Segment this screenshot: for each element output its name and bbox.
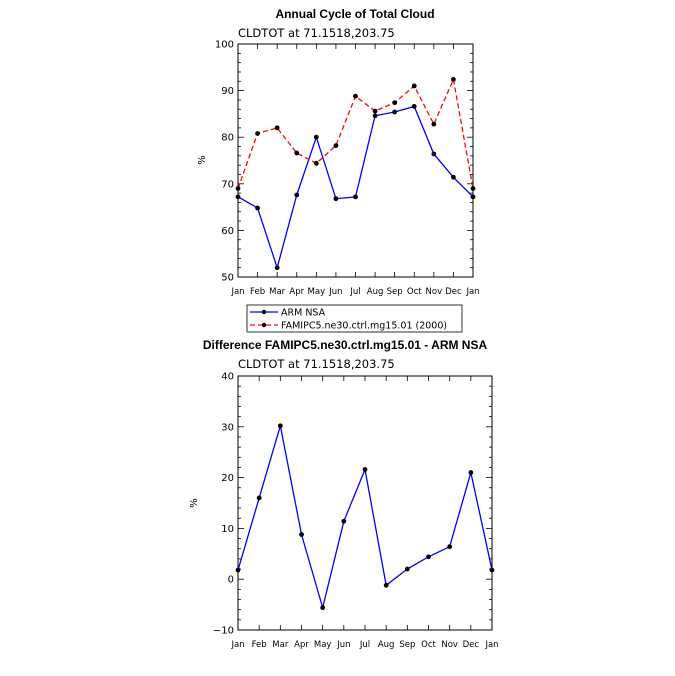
series-1-point <box>333 143 339 148</box>
legend-marker-arm-nsa <box>261 309 267 315</box>
x-tick-label: Jan <box>230 287 244 297</box>
series-0-point <box>235 194 241 200</box>
y-tick-label: 40 <box>221 372 234 383</box>
y-tick-label: −10 <box>213 626 234 637</box>
legend-label-arm-nsa: ARM NSA <box>281 308 326 319</box>
series-0-point <box>353 194 358 200</box>
series-0-point <box>470 194 476 200</box>
series-1-point <box>392 100 398 106</box>
y-tick-label: 30 <box>221 422 234 433</box>
x-tick-label: Oct <box>407 287 422 297</box>
x-tick-label: Jun <box>336 640 350 650</box>
series-0-point <box>404 566 410 572</box>
x-tick-label: Aug <box>367 287 384 297</box>
series-0-point <box>341 518 347 524</box>
chart-title: Annual Cycle of Total Cloud <box>275 7 434 21</box>
legend-label-famipc5: FAMIPC5.ne30.ctrl.mg15.01 (2000) <box>281 321 447 332</box>
x-tick-label: Sep <box>387 287 403 297</box>
series-1-point <box>274 125 280 131</box>
series-0-point <box>447 544 453 550</box>
series-0-point <box>372 113 378 119</box>
series-0-point <box>489 567 495 573</box>
series-1-point <box>470 186 476 191</box>
series-0-point <box>451 174 456 180</box>
series-0-point <box>468 470 474 475</box>
x-tick-label: Sep <box>399 640 415 650</box>
x-tick-label: Feb <box>252 640 267 650</box>
y-tick-label: 90 <box>221 86 234 97</box>
series-0-point <box>362 467 368 472</box>
series-0-point <box>313 134 319 140</box>
chart-subtitle: CLDTOT at 71.1518,203.75 <box>238 26 395 40</box>
y-tick-label: 80 <box>221 133 234 144</box>
chart-subtitle: CLDTOT at 71.1518,203.75 <box>238 357 395 371</box>
x-tick-label: May <box>314 640 332 650</box>
series-0-point <box>299 532 304 537</box>
x-tick-label: Jan <box>230 640 244 650</box>
x-tick-label: Feb <box>250 287 265 297</box>
y-axis-label: % <box>189 498 200 508</box>
series-0-point <box>256 495 262 501</box>
y-tick-label: 10 <box>221 524 234 535</box>
series-1-point <box>235 186 241 191</box>
series-line-0 <box>237 105 474 270</box>
x-tick-label: Nov <box>441 640 458 650</box>
plot-frame <box>237 375 493 631</box>
series-1-point <box>451 77 456 82</box>
series-1-point <box>294 150 300 156</box>
y-tick-label: 70 <box>221 179 234 190</box>
series-1-point <box>431 121 437 127</box>
series-0-point <box>277 423 283 429</box>
y-axis-label: % <box>197 155 208 165</box>
series-0-point <box>274 265 280 271</box>
x-tick-label: Apr <box>294 640 309 650</box>
legend: ARM NSA FAMIPC5.ne30.ctrl.mg15.01 (2000) <box>246 304 463 333</box>
plot-frame <box>237 43 474 278</box>
x-tick-label: Jul <box>349 287 360 297</box>
x-tick-label: Jan <box>484 640 498 650</box>
series-0-point <box>294 192 300 198</box>
series-0-point <box>426 554 431 560</box>
x-tick-label: Mar <box>269 287 286 297</box>
series-0-point <box>333 196 339 202</box>
series-1-point <box>372 108 378 114</box>
series-1-point <box>255 131 260 136</box>
legend-box <box>246 304 463 333</box>
y-tick-label: 100 <box>215 40 234 51</box>
difference-chart: Difference FAMIPC5.ne30.ctrl.mg15.01 - A… <box>189 338 499 650</box>
series-0-point <box>320 605 326 611</box>
series-1-point <box>353 93 358 99</box>
x-tick-label: Aug <box>378 640 395 650</box>
series-0-point <box>235 567 241 573</box>
series-line-0 <box>237 425 493 611</box>
x-tick-label: Dec <box>463 640 480 650</box>
x-tick-label: May <box>308 287 326 297</box>
y-tick-label: 60 <box>221 226 234 237</box>
series-0-point <box>392 109 398 115</box>
x-tick-label: Jul <box>359 640 370 650</box>
x-tick-label: Oct <box>421 640 436 650</box>
x-tick-label: Apr <box>289 287 304 297</box>
series-0-point <box>383 582 389 588</box>
x-tick-label: Dec <box>445 287 462 297</box>
legend-marker-famipc5 <box>261 322 267 328</box>
series-1-point <box>313 160 319 166</box>
annual-cycle-chart: Annual Cycle of Total Cloud CLDTOT at 71… <box>197 7 480 297</box>
series-0-point <box>411 104 417 109</box>
x-tick-label: Nov <box>426 287 443 297</box>
x-tick-label: Jun <box>328 287 342 297</box>
x-tick-label: Mar <box>272 640 289 650</box>
series-0-point <box>431 151 437 157</box>
series-1-point <box>411 83 417 89</box>
y-tick-label: 50 <box>221 273 234 284</box>
chart-title: Difference FAMIPC5.ne30.ctrl.mg15.01 - A… <box>203 338 488 352</box>
series-0-point <box>255 205 260 211</box>
y-tick-label: 0 <box>228 575 234 586</box>
x-tick-label: Jan <box>465 287 479 297</box>
y-tick-label: 20 <box>221 473 234 484</box>
